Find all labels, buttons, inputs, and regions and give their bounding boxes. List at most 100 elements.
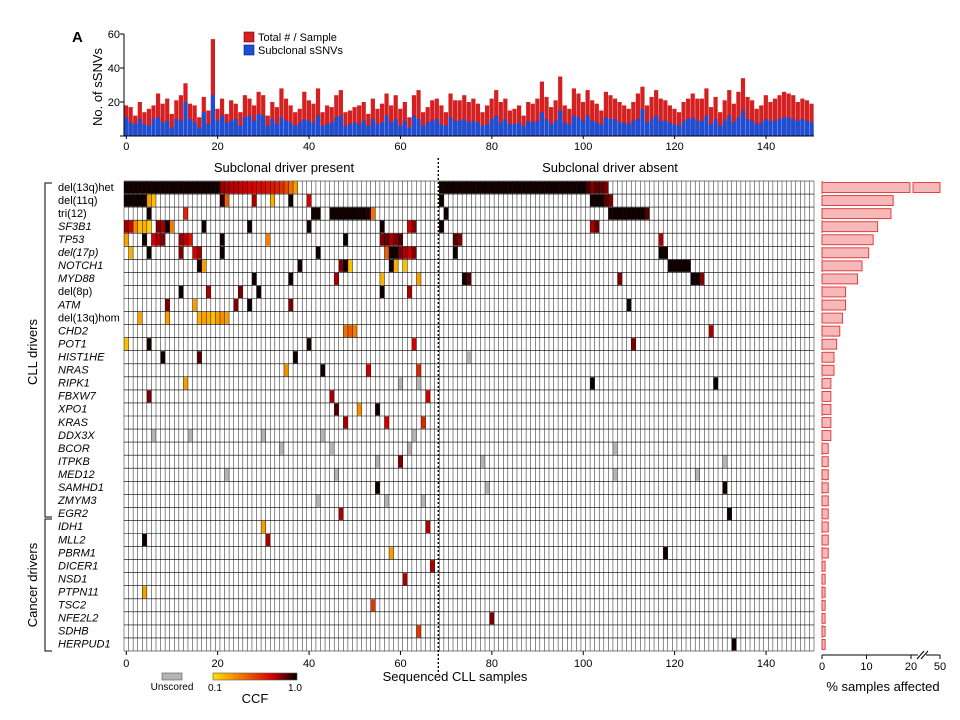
heatmap-cells — [124, 181, 737, 651]
heatmap-cell — [192, 299, 198, 312]
subclonal-bar — [736, 117, 741, 136]
heatmap-cell — [612, 468, 618, 481]
heatmap-cell — [197, 181, 202, 194]
percent-bars — [821, 182, 941, 650]
subclonal-bar — [800, 119, 805, 136]
subclonal-bar — [649, 119, 654, 136]
subclonal-bar — [219, 115, 225, 136]
heatmap-cell — [142, 194, 147, 207]
percent-bar — [821, 547, 829, 559]
heatmap-cell — [699, 272, 705, 285]
heatmap-cell — [384, 246, 390, 259]
percent-bar-extension — [912, 182, 941, 193]
heatmap-cell — [224, 312, 230, 325]
heatmap-cell — [261, 181, 266, 194]
subclonal-bar — [238, 125, 243, 136]
heatmap-cell — [215, 312, 220, 325]
total-bar — [311, 103, 316, 136]
total-bar — [704, 88, 709, 136]
subclonal-bar — [663, 120, 668, 136]
heatmap-cell — [722, 455, 728, 468]
subclonal-bar — [247, 115, 252, 136]
heatmap-cell — [462, 272, 467, 285]
heatmap-cell — [265, 181, 271, 194]
total-bar — [334, 95, 339, 136]
heatmap-row-label: tri(12) — [58, 208, 87, 220]
heatmap-cell — [315, 494, 321, 507]
heatmap-row-label: ATM — [57, 299, 81, 311]
percent-bar — [821, 639, 826, 650]
subclonal-bar — [338, 115, 343, 136]
subclonal-bar — [754, 124, 759, 136]
heatmap-row-label: ZMYM3 — [57, 495, 97, 507]
total-bar — [457, 100, 462, 136]
driver-heatmap: del(13q)hetdel(11q)tri(12)SF3B1TP53del(1… — [57, 158, 815, 684]
heatmap-cell — [626, 207, 632, 220]
heatmap-cell — [279, 181, 284, 194]
subclonal-bar — [480, 125, 485, 136]
total-bar — [658, 98, 663, 136]
heatmap-cell — [334, 207, 339, 220]
heatmap-cell — [475, 181, 481, 194]
heatmap-cell — [128, 194, 134, 207]
percent-bar — [821, 508, 829, 520]
heatmap-cell — [197, 246, 202, 259]
heatmap-cell — [256, 285, 262, 298]
heatmap-cell — [539, 181, 545, 194]
percent-bar — [821, 430, 832, 441]
subclonal-bar — [672, 124, 677, 136]
heatmap-cell — [457, 181, 463, 194]
heatmap-cell — [124, 220, 129, 233]
total-bar — [169, 113, 174, 136]
heatmap-cell — [160, 351, 166, 364]
subclonal-bar — [265, 125, 270, 136]
ssnv-bars — [124, 39, 814, 136]
heatmap-cell — [343, 416, 348, 429]
heatmap-cell — [288, 181, 294, 194]
subclonal-bar — [251, 120, 257, 136]
total-bar — [384, 93, 389, 136]
heatmap-cell — [580, 181, 586, 194]
percent-bar — [821, 377, 832, 389]
heatmap-cell — [489, 181, 495, 194]
heatmap-cell — [178, 285, 184, 298]
subclonal-bar — [320, 125, 325, 136]
heatmap-cell — [590, 181, 595, 194]
heatmap-cell — [635, 207, 641, 220]
heatmap-cell — [347, 325, 353, 338]
percent-bar — [821, 351, 835, 363]
subclonal-bar — [603, 117, 608, 136]
total-bar — [302, 91, 307, 136]
percent-bar — [821, 195, 894, 206]
total-bar — [210, 39, 216, 136]
heatmap-cell — [439, 181, 444, 194]
heatmap-cell — [727, 507, 732, 520]
total-bar — [644, 105, 650, 136]
heatmap-cell — [160, 220, 166, 233]
total-bar — [791, 95, 796, 136]
heatmap-cell — [229, 181, 234, 194]
heatmap-cell — [558, 181, 563, 194]
total-bar — [155, 93, 161, 136]
heatmap-cell — [347, 259, 353, 272]
subclonal-bar — [535, 120, 540, 136]
heatmap-cell — [686, 259, 691, 272]
heatmap-cell — [361, 207, 367, 220]
heatmap-cell — [343, 259, 348, 272]
heatmap-cell — [146, 246, 152, 259]
percent-bar — [821, 312, 843, 324]
heatmap-cell — [329, 390, 335, 403]
heatmap-cell — [279, 442, 284, 455]
total-bar — [357, 105, 362, 136]
heatmap-cell — [357, 403, 362, 416]
total-bar — [320, 112, 325, 136]
heatmap-cell — [343, 325, 348, 338]
percent-bar — [821, 364, 835, 376]
total-bar — [603, 91, 608, 136]
subclonal-bar — [626, 124, 631, 136]
heatmap-row-label: NOTCH1 — [58, 260, 103, 272]
subclonal-bar — [695, 120, 700, 136]
heatmap-cell — [375, 481, 380, 494]
heatmap-cell — [631, 338, 636, 351]
heatmap-cell — [178, 181, 184, 194]
